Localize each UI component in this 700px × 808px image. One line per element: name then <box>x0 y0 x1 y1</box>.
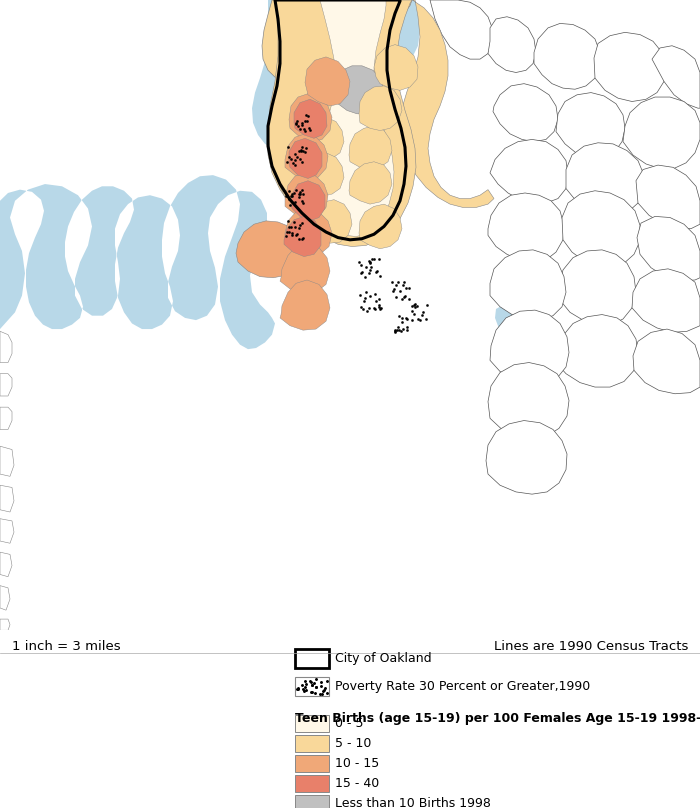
Polygon shape <box>262 0 412 225</box>
Polygon shape <box>632 269 700 332</box>
Polygon shape <box>652 46 700 108</box>
Polygon shape <box>285 208 332 255</box>
Polygon shape <box>301 153 344 196</box>
Polygon shape <box>289 138 322 179</box>
Text: Teen Births (age 15-19) per 100 Females Age 15-19 1998-2000: Teen Births (age 15-19) per 100 Females … <box>295 712 700 725</box>
Polygon shape <box>636 165 700 229</box>
Polygon shape <box>490 310 569 384</box>
Polygon shape <box>289 94 332 141</box>
Polygon shape <box>559 250 636 325</box>
Polygon shape <box>374 44 418 90</box>
Text: 1 inch = 3 miles: 1 inch = 3 miles <box>12 640 120 653</box>
Bar <box>295 677 329 696</box>
Polygon shape <box>0 373 12 396</box>
Polygon shape <box>0 486 14 512</box>
Polygon shape <box>0 552 12 577</box>
Polygon shape <box>486 420 567 494</box>
Polygon shape <box>594 32 666 102</box>
Polygon shape <box>556 93 625 158</box>
Polygon shape <box>268 0 494 237</box>
Polygon shape <box>284 217 321 257</box>
Text: Poverty Rate 30 Percent or Greater,1990: Poverty Rate 30 Percent or Greater,1990 <box>335 680 590 693</box>
Bar <box>295 795 329 808</box>
Polygon shape <box>0 0 275 349</box>
Polygon shape <box>252 0 283 149</box>
Polygon shape <box>488 17 536 73</box>
Bar <box>295 775 329 792</box>
Polygon shape <box>490 250 566 320</box>
Polygon shape <box>0 331 12 363</box>
Text: 10 - 15: 10 - 15 <box>335 757 379 770</box>
Polygon shape <box>310 0 394 237</box>
Polygon shape <box>623 97 700 168</box>
Polygon shape <box>330 65 384 114</box>
Polygon shape <box>386 0 420 68</box>
Polygon shape <box>359 204 402 249</box>
Bar <box>295 755 329 772</box>
Polygon shape <box>493 84 558 141</box>
Polygon shape <box>359 86 402 131</box>
Text: City of Oakland: City of Oakland <box>335 652 432 665</box>
Polygon shape <box>309 200 352 243</box>
Polygon shape <box>0 446 14 476</box>
Polygon shape <box>633 329 700 393</box>
Polygon shape <box>566 143 644 217</box>
Polygon shape <box>294 99 327 138</box>
Polygon shape <box>285 134 328 179</box>
Polygon shape <box>534 23 600 89</box>
Polygon shape <box>0 519 14 543</box>
Polygon shape <box>430 0 493 59</box>
Text: Less than 10 Births 1998: Less than 10 Births 1998 <box>335 797 491 808</box>
Polygon shape <box>305 57 350 106</box>
Bar <box>295 715 329 732</box>
Polygon shape <box>488 193 564 262</box>
Text: 15 - 40: 15 - 40 <box>335 777 379 790</box>
Polygon shape <box>0 619 10 630</box>
Polygon shape <box>637 217 700 281</box>
Polygon shape <box>268 0 416 246</box>
Text: Lines are 1990 Census Tracts: Lines are 1990 Census Tracts <box>494 640 688 653</box>
Polygon shape <box>490 140 568 203</box>
Bar <box>295 649 329 668</box>
Text: 0 - 5: 0 - 5 <box>335 718 363 730</box>
Polygon shape <box>349 162 392 204</box>
Polygon shape <box>236 221 302 278</box>
Polygon shape <box>280 280 330 330</box>
Polygon shape <box>488 363 569 439</box>
Polygon shape <box>562 191 640 267</box>
Polygon shape <box>0 407 12 430</box>
Bar <box>295 735 329 752</box>
Polygon shape <box>291 181 325 221</box>
Polygon shape <box>301 117 344 159</box>
Polygon shape <box>349 126 392 170</box>
Polygon shape <box>280 243 330 293</box>
Polygon shape <box>285 173 328 219</box>
Polygon shape <box>495 305 522 345</box>
Polygon shape <box>556 314 638 387</box>
Text: 5 - 10: 5 - 10 <box>335 737 372 750</box>
Polygon shape <box>0 586 10 610</box>
